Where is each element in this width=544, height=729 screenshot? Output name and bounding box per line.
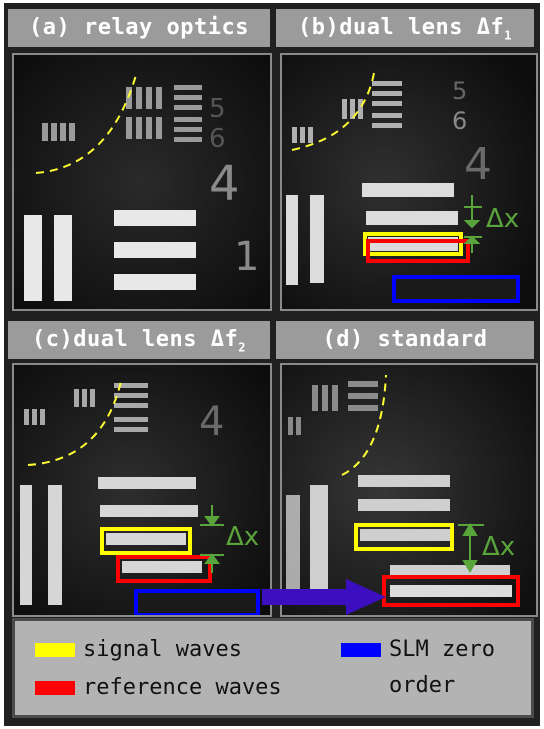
panel-b-image: 5 6 4 Δx	[280, 53, 538, 311]
legend-label-slm-line2: order	[389, 673, 456, 698]
svg-text:4: 4	[464, 139, 492, 190]
delta-x-label-b: Δx	[486, 204, 519, 234]
legend-swatch-signal	[35, 642, 75, 657]
delta-x-label-c: Δx	[226, 522, 259, 552]
panel-c-image: 4 Δx	[12, 363, 272, 617]
legend-label-reference: reference waves	[83, 675, 282, 700]
figure: (a) relay optics (b)dual lens Δf1 5 6 4 …	[4, 3, 540, 726]
panel-b-title: (b)dual lens Δf1	[276, 9, 534, 47]
legend: signal waves reference waves SLM zero or…	[12, 618, 534, 718]
legend-swatch-slm	[341, 642, 381, 657]
panel-a-title: (a) relay optics	[8, 9, 270, 47]
legend-swatch-reference	[35, 680, 75, 695]
panel-d-image: Δx	[280, 363, 538, 617]
digit-1: 1	[234, 234, 259, 280]
legend-label-signal: signal waves	[83, 637, 242, 662]
digit-6: 6	[209, 124, 226, 154]
svg-text:5: 5	[452, 77, 467, 105]
delta-x-label-d: Δx	[482, 532, 515, 562]
panel-d-title: (d) standard	[276, 321, 534, 359]
panel-c-title: (c)dual lens Δf2	[8, 321, 270, 359]
legend-item-reference: reference waves	[35, 675, 282, 700]
panel-a-image: 5 6 4 1	[12, 53, 272, 311]
digit-5: 5	[209, 94, 226, 124]
svg-text:4: 4	[199, 399, 224, 445]
legend-item-slm: SLM zero	[341, 637, 495, 662]
digit-4: 4	[209, 156, 240, 212]
shift-arrow	[262, 579, 386, 615]
legend-label-slm: SLM zero	[389, 637, 495, 662]
legend-item-signal: signal waves	[35, 637, 242, 662]
svg-text:6: 6	[452, 107, 467, 135]
